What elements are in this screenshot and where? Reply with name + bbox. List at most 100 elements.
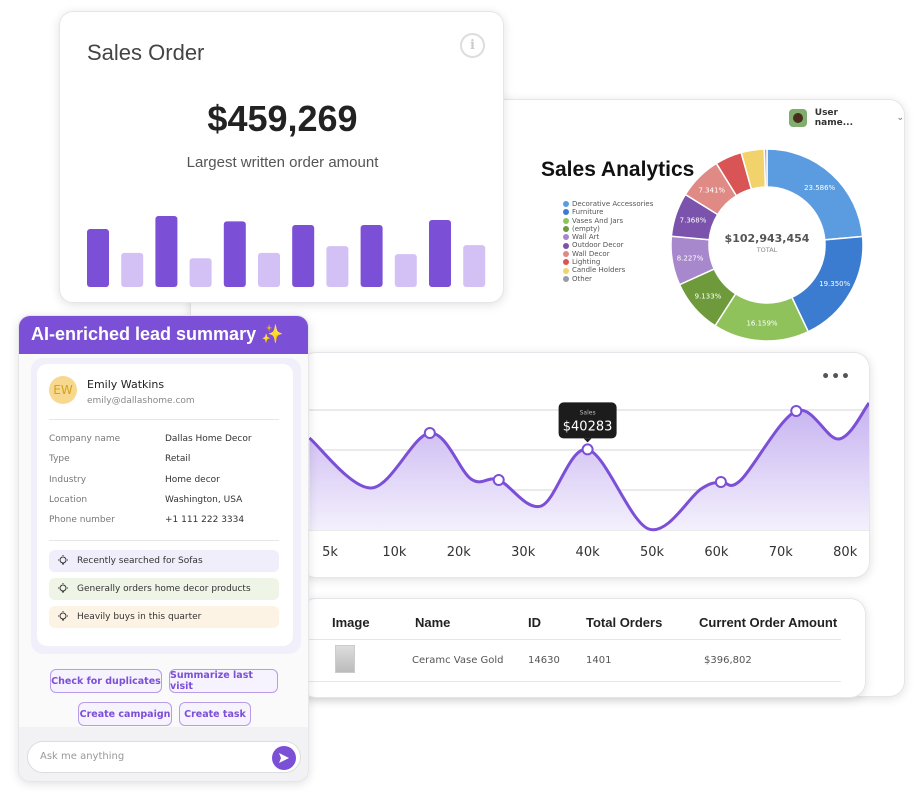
legend-swatch (563, 267, 569, 274)
legend-swatch (563, 242, 569, 249)
donut-total-label: TOTAL (756, 246, 778, 254)
legend-swatch (563, 226, 569, 233)
legend-item[interactable]: Furniture (563, 208, 653, 216)
user-menu[interactable]: User name... ⌄ (789, 108, 904, 128)
legend-item[interactable]: Wall Decor (563, 250, 653, 258)
legend-swatch (563, 217, 569, 224)
field-label: Type (49, 454, 70, 464)
check-duplicates-button[interactable]: Check for duplicates (50, 669, 162, 693)
field-value-type: Retail (165, 454, 191, 464)
insight-item: Generally orders home decor products (49, 578, 279, 600)
lead-summary-title: AI-enriched lead summary ✨ (19, 316, 308, 354)
bar (360, 225, 383, 287)
send-button[interactable] (272, 746, 296, 770)
legend-item[interactable]: Lighting (563, 258, 653, 266)
create-campaign-button[interactable]: Create campaign (78, 702, 172, 726)
legend-swatch (563, 234, 569, 241)
lead-card: EW Emily Watkins emily@dallashome.com Co… (37, 364, 293, 646)
bar (292, 225, 315, 287)
x-tick-label: 50k (640, 545, 665, 560)
data-point[interactable] (714, 476, 727, 488)
info-icon[interactable]: i (460, 33, 485, 58)
donut-chart: 23.586% 19.350% 16.159% 9.133% 8.227% 7.368% 7… (670, 148, 864, 342)
bar (258, 252, 280, 287)
lead-card-wrapper: EW Emily Watkins emily@dallashome.com Co… (31, 358, 301, 654)
cell-name: Ceramc Vase Gold (412, 655, 504, 666)
sales-order-value: $459,269 (207, 98, 358, 139)
orders-table: Image Name ID Total Orders Current Order… (300, 598, 866, 698)
x-tick-label: 10k (382, 545, 407, 560)
x-tick-label: 40k (576, 545, 601, 560)
data-point[interactable] (581, 443, 594, 456)
bar (189, 258, 212, 287)
more-options-icon[interactable]: ••• (821, 369, 851, 385)
divider (49, 419, 279, 420)
field-label: Company name (49, 434, 121, 444)
col-header-current-order-amount[interactable]: Current Order Amount (699, 615, 838, 630)
area-fill (309, 403, 869, 530)
legend-swatch (563, 275, 569, 282)
legend-item[interactable]: Decorative Accessories (563, 200, 653, 208)
insight-item: Heavily buys in this quarter (49, 606, 279, 628)
field-value-location: Washington, USA (165, 495, 243, 505)
bar (463, 245, 486, 287)
legend-item[interactable]: Wall Art (563, 233, 653, 241)
slice-label: 19.350% (819, 280, 850, 288)
bar (394, 254, 417, 287)
col-header-id[interactable]: ID (528, 615, 541, 630)
analytics-title: Sales Analytics (541, 158, 695, 181)
bar (223, 221, 246, 287)
avatar: EW (49, 376, 77, 404)
bar (87, 229, 109, 287)
lightbulb-icon (58, 583, 68, 593)
x-tick-label: 5k (322, 545, 338, 560)
col-header-total-orders[interactable]: Total Orders (586, 615, 663, 630)
legend-item[interactable]: Vases And Jars (563, 217, 653, 225)
legend-item[interactable]: (empty) (563, 225, 653, 233)
sales-line-chart-card: ••• 5k 10k 20k 30k 40k 50k 60k 70k 80k Sales $4028… (300, 352, 870, 578)
col-header-name[interactable]: Name (415, 615, 451, 630)
lightbulb-icon (58, 555, 68, 565)
legend-swatch (563, 250, 569, 257)
legend-item[interactable]: Other (563, 275, 653, 283)
sales-order-bar-chart (87, 216, 486, 287)
col-header-image[interactable]: Image (332, 615, 370, 630)
data-point[interactable] (790, 405, 803, 417)
lead-summary-panel: AI-enriched lead summary ✨ EW Emily Watk… (18, 315, 309, 782)
bar (326, 246, 349, 287)
x-tick-label: 60k (704, 545, 729, 560)
slice-label: 8.227% (677, 254, 704, 262)
data-point[interactable] (492, 474, 505, 486)
divider (301, 639, 841, 640)
donut-slice[interactable] (763, 148, 768, 188)
ask-input[interactable]: Ask me anything (27, 741, 301, 773)
user-name: User name... (814, 108, 853, 128)
donut-total: $102,943,454 (725, 232, 810, 245)
summarize-last-visit-button[interactable]: Summarize last visit (169, 669, 278, 693)
x-tick-label: 20k (447, 545, 472, 560)
create-task-button[interactable]: Create task (179, 702, 251, 726)
cell-id: 14630 (528, 655, 560, 666)
cell-amount: $396,802 (704, 655, 752, 666)
divider (301, 681, 841, 682)
field-value-industry: Home decor (165, 475, 220, 485)
donut-slice[interactable] (766, 148, 864, 241)
slice-label: 7.341% (698, 186, 725, 194)
legend-swatch (563, 201, 569, 208)
x-tick-label: 30k (511, 545, 536, 560)
tooltip: Sales $40283 (558, 402, 617, 443)
field-label: Industry (49, 475, 87, 485)
send-icon (279, 753, 289, 763)
legend-item[interactable]: Outdoor Decor (563, 241, 653, 249)
lead-name: Emily Watkins (87, 378, 165, 391)
tooltip-value: $40283 (563, 419, 613, 434)
insight-item: Recently searched for Sofas (49, 550, 279, 572)
bar (155, 216, 178, 287)
bar (121, 252, 144, 287)
cell-total-orders: 1401 (586, 655, 612, 666)
data-point[interactable] (423, 427, 436, 439)
slice-label: 7.368% (680, 217, 707, 225)
lead-email[interactable]: emily@dallashome.com (87, 396, 195, 406)
legend-item[interactable]: Candle Holders (563, 266, 653, 274)
legend-swatch (563, 209, 569, 216)
